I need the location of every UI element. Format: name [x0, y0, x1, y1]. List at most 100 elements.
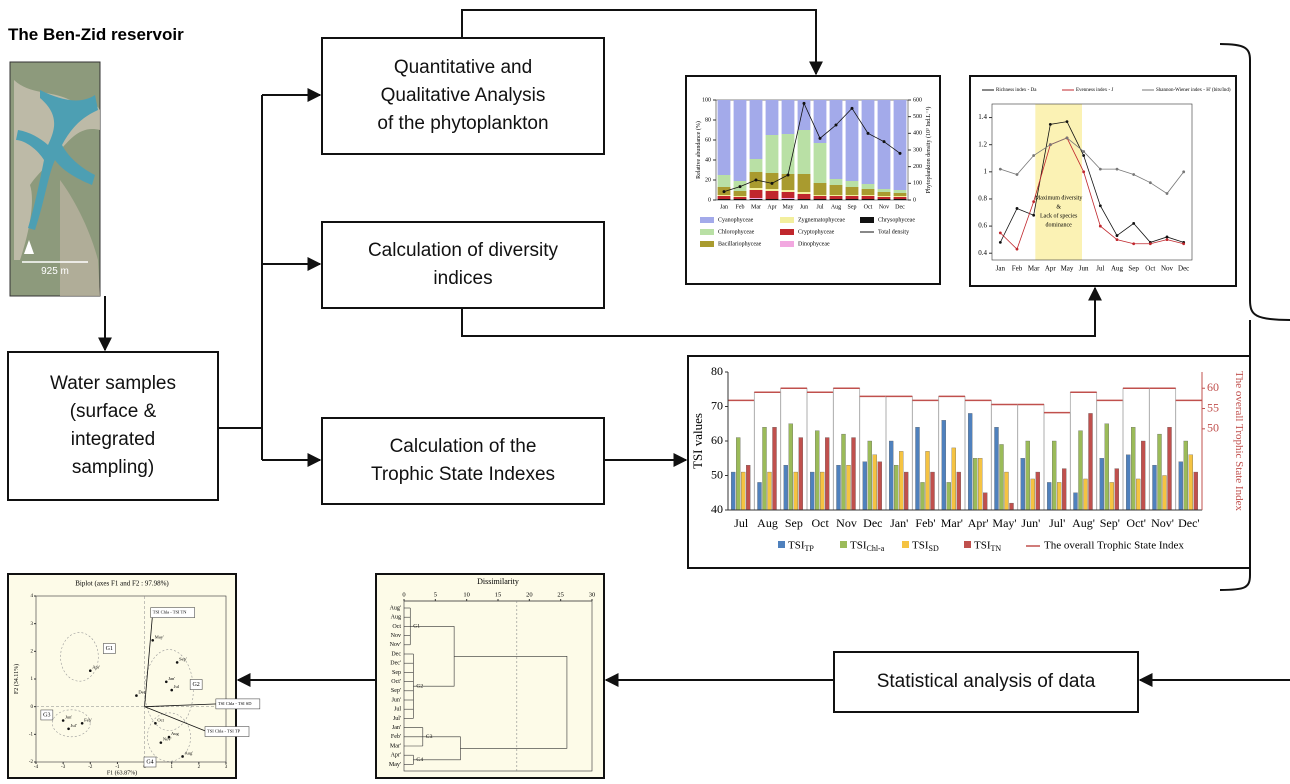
leaf-label: Oct' [391, 679, 401, 685]
bar [994, 427, 998, 510]
x-axis-label: F1 (63.87%) [107, 769, 137, 776]
point-label: May' [155, 634, 164, 639]
bar [1126, 455, 1130, 510]
diagram: The Ben-Zid reservoir 925 m Quantitative… [0, 0, 1290, 784]
legend-label: Richness index - Da [996, 88, 1037, 93]
bar-segment [734, 197, 747, 199]
density-point [819, 137, 822, 140]
legend-swatch [700, 217, 714, 223]
legend-label: Chrysophyceae [878, 217, 915, 223]
legend-label: Chlorophyceae [718, 229, 755, 235]
bar [973, 458, 977, 510]
bar-segment [878, 199, 891, 200]
box-text: sampling) [72, 457, 154, 478]
group-label: G2 [192, 682, 199, 688]
bar [799, 438, 803, 510]
bar [1052, 441, 1056, 510]
series-point [1032, 214, 1035, 217]
x-tick-label: 25 [557, 591, 564, 598]
series-point [1182, 170, 1185, 173]
process-box [322, 222, 604, 308]
point-label: Oct [157, 717, 164, 722]
bar-segment [750, 190, 763, 198]
point [176, 661, 179, 664]
series-point [1032, 154, 1035, 157]
bar-segment [750, 199, 763, 200]
series-point [1066, 137, 1069, 140]
legend-subscript: SD [929, 544, 939, 553]
y2-tick-label: 60 [1207, 380, 1219, 394]
bar [915, 427, 919, 510]
leaf-label: Aug' [390, 605, 401, 611]
y-tick-label: -2 [29, 760, 34, 765]
point-label: Jul' [71, 723, 77, 728]
bar-segment [846, 100, 859, 181]
point-label: Dec [138, 690, 145, 695]
x-tick-label: Aug [757, 516, 778, 530]
y-tick-label: 80 [711, 364, 723, 378]
bar [1152, 465, 1156, 510]
bar [731, 472, 735, 510]
series-point [1016, 173, 1019, 176]
legend-label: Cryptophyceae [798, 229, 835, 235]
leaf-label: Nov' [390, 642, 401, 648]
box-text: integrated [71, 429, 156, 450]
bar-segment [830, 185, 843, 195]
bar [1184, 441, 1188, 510]
x-tick-label: Sep' [1100, 516, 1120, 530]
x-tick-label: 15 [495, 591, 502, 598]
bar-segment [878, 196, 891, 197]
box-text: Quantitative and [394, 57, 532, 78]
bar-segment [878, 192, 891, 196]
bar [878, 462, 882, 510]
bar [968, 413, 972, 510]
chart-panel: Dissimilarity051015202530Aug'AugOctNovNo… [376, 574, 604, 778]
bar-segment [750, 100, 763, 159]
x-tick-label: Dec [1178, 265, 1189, 273]
bar [904, 472, 908, 510]
content: Quantitative andQualitative Analysisof t… [8, 38, 1250, 778]
bar-segment [846, 199, 859, 200]
x-tick-label: Nov [879, 204, 889, 210]
bar [1157, 434, 1161, 510]
series-point [1099, 204, 1102, 207]
bar-segment [782, 192, 795, 198]
legend-label: The overall Trophic State Index [1044, 540, 1184, 552]
legend-swatch [860, 217, 874, 223]
legend-swatch [964, 541, 971, 548]
x-tick-label: Sep [785, 516, 803, 530]
legend-subscript: Chl-a [867, 544, 885, 553]
y-tick-label: 0.8 [978, 195, 987, 203]
y-tick-label: 70 [711, 398, 723, 412]
panel-frame [8, 574, 236, 778]
series-point [1082, 154, 1085, 157]
y2-tick-label: 500 [913, 114, 922, 120]
x-tick-label: 20 [526, 591, 533, 598]
bar [947, 482, 951, 510]
bar [1105, 424, 1109, 510]
leaf-label: Mar' [390, 743, 401, 749]
series-point [1099, 225, 1102, 228]
box-text: Qualitative Analysis [381, 85, 546, 106]
x-tick-label: Oct [1145, 265, 1155, 273]
y-tick-label: 20 [705, 177, 711, 183]
group-label: G4 [146, 759, 153, 765]
point-label: Jul [174, 684, 180, 689]
y-tick-label: 60 [705, 137, 711, 143]
legend-label: Cyanophyceae [718, 217, 754, 223]
leaf-label: May' [389, 762, 401, 768]
annotation: Lack of species [1040, 212, 1078, 219]
point [81, 722, 84, 725]
density-point [723, 190, 726, 193]
x-tick-label: Aug [1111, 265, 1124, 273]
series-point [1132, 173, 1135, 176]
bar-segment [734, 191, 747, 196]
y-tick-label: 100 [702, 97, 711, 103]
series-point [999, 241, 1002, 244]
bar [1026, 441, 1030, 510]
y-tick-label: 1.2 [978, 140, 987, 148]
x-tick-label: Feb [1012, 265, 1023, 273]
title: The Ben-Zid reservoir [8, 25, 184, 44]
x-tick-label: Apr [1045, 265, 1057, 273]
legend-swatch [778, 541, 785, 548]
